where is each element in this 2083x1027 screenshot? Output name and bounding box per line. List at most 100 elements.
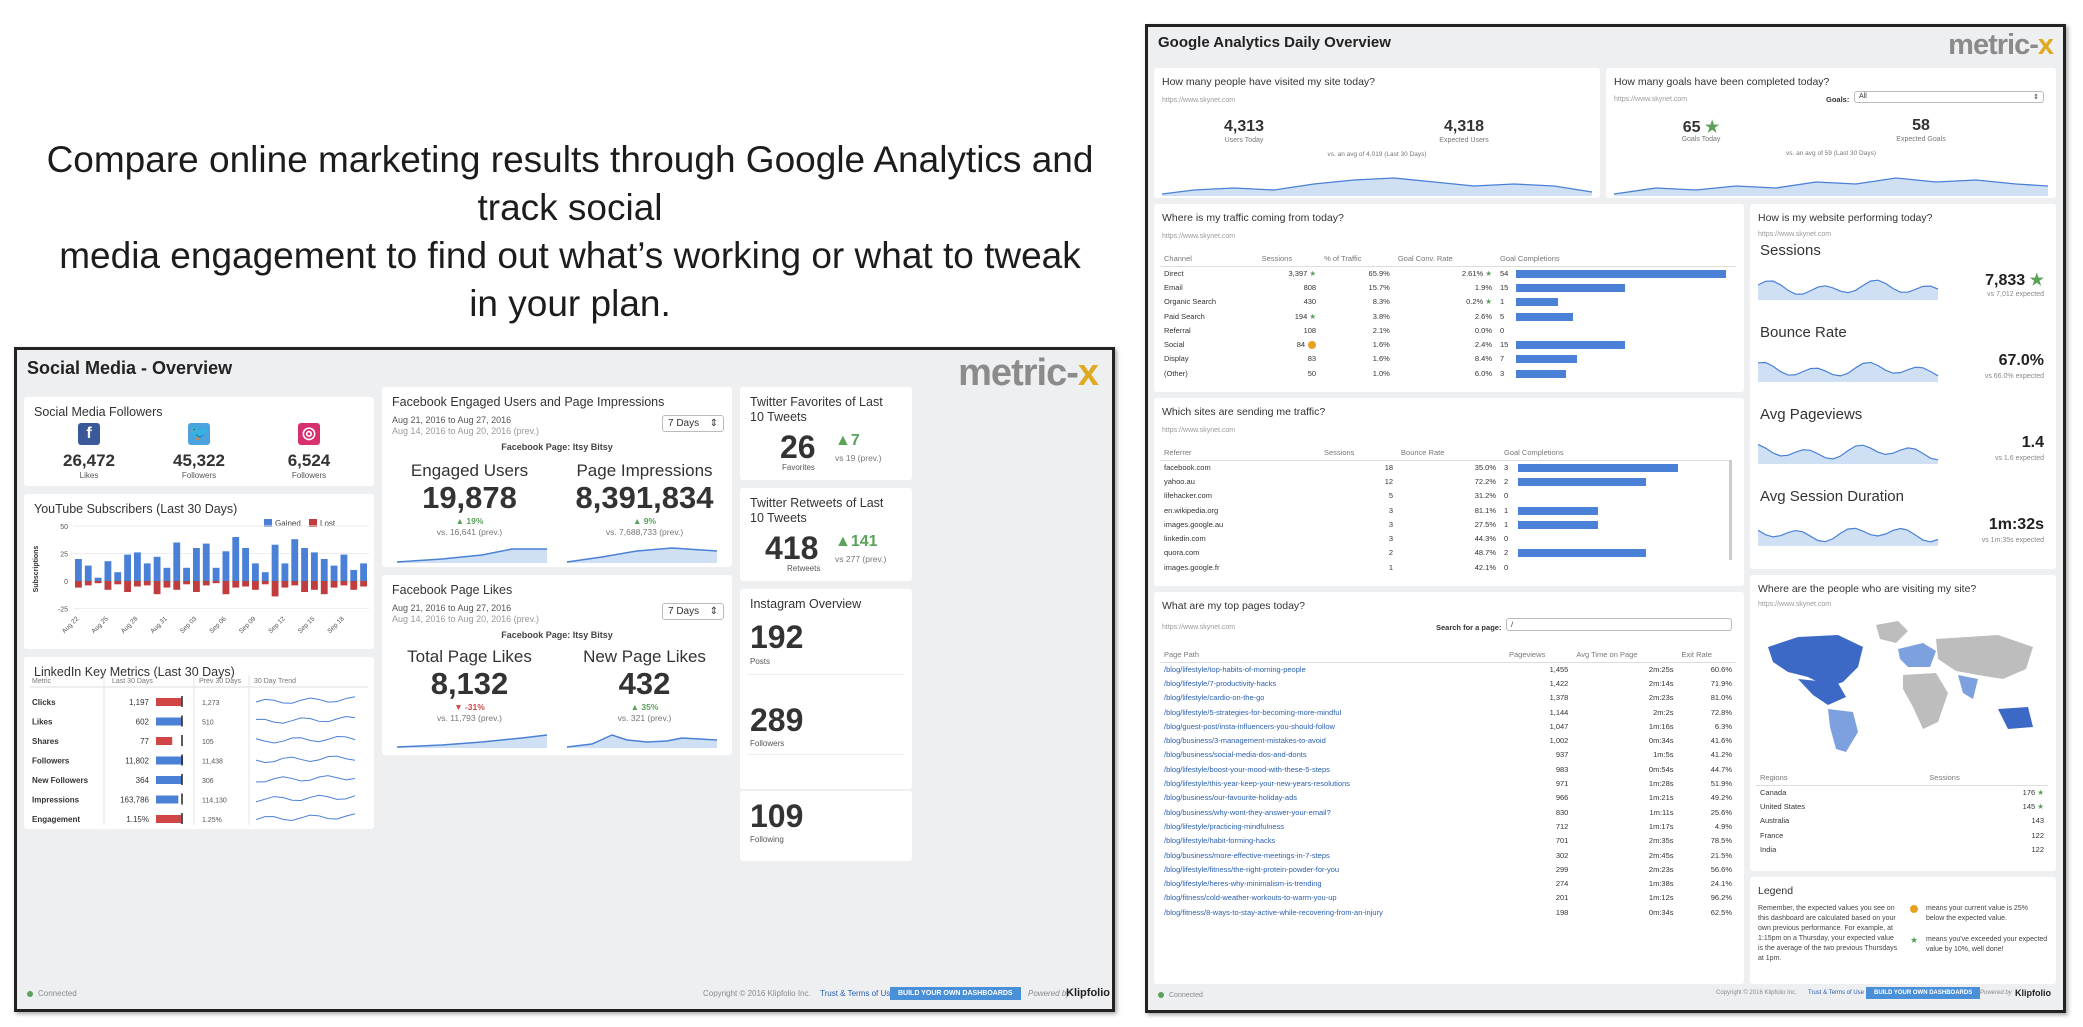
lost-bar	[252, 581, 259, 590]
column-header: Avg Time on Page	[1572, 648, 1678, 663]
period-select[interactable]: 7 Days ⇕	[662, 415, 724, 432]
terms-link[interactable]: Trust & Terms of Use	[1808, 990, 1865, 996]
lost-bar	[173, 581, 181, 590]
pageviews: 1,455	[1549, 664, 1569, 674]
sessions: 1	[1388, 562, 1394, 572]
page-path-link[interactable]: /blog/fitness/8-ways-to-stay-active-whil…	[1164, 907, 1383, 917]
lost-bar	[330, 581, 338, 588]
facebook-icon: f	[78, 423, 100, 445]
completions: 1	[1500, 297, 1505, 307]
follower-value: 26,472	[63, 451, 115, 470]
page-path-link[interactable]: /blog/guest-post/insta-influencers-you-s…	[1164, 721, 1335, 731]
page-path-link[interactable]: /blog/lifestyle/top-habits-of-morning-pe…	[1164, 664, 1306, 674]
referrers-scrollbar[interactable]	[1729, 460, 1732, 560]
page-path-link[interactable]: /blog/business/our-favourite-holiday-ads	[1164, 793, 1297, 803]
table-row: /blog/guest-post/insta-influencers-you-s…	[1160, 719, 1736, 733]
new-likes-change: ▲ 35%	[630, 702, 659, 712]
page-path-link[interactable]: /blog/lifestyle/7-productivity-hacks	[1164, 678, 1277, 688]
social-media-dashboard: Social Media - Overview metric-x Social …	[14, 347, 1115, 1012]
table-row: Likes 602 510	[32, 715, 356, 727]
table-row: Engagement 1.15% 1.25%	[32, 813, 356, 824]
exit-rate: 51.9%	[1710, 779, 1732, 789]
page-path-link[interactable]: /blog/lifestyle/5-strategies-for-becomin…	[1164, 707, 1342, 717]
pageviews: 1,378	[1549, 693, 1569, 703]
page-path-link[interactable]: /blog/lifestyle/practicing-mindfulness	[1164, 821, 1285, 831]
search-label: Search for a page:	[1436, 623, 1502, 632]
visits-card: How many people have visited my site tod…	[1154, 68, 1600, 198]
page-path-link[interactable]: /blog/business/social-media-dos-and-dont…	[1164, 750, 1307, 760]
metric-name: New Followers	[32, 776, 89, 785]
build-dashboards-button[interactable]: BUILD YOUR OWN DASHBOARDS	[1866, 987, 1981, 999]
follower-label: Followers	[291, 471, 327, 480]
metric-sparkline	[1758, 279, 1939, 300]
sessions-cell: 176 ★	[1925, 785, 2048, 799]
gained-bar	[143, 563, 151, 581]
table-row: /blog/lifestyle/7-productivity-hacks 1,42…	[1160, 676, 1736, 690]
page-path-link[interactable]: /blog/business/why-wont-they-answer-your…	[1164, 807, 1331, 817]
fb-likes-card: Facebook Page Likes Aug 21, 2016 to Aug …	[382, 575, 732, 755]
completions: 54	[1500, 268, 1509, 278]
sessions: 84	[1296, 340, 1306, 350]
column-header: Sessions	[1257, 252, 1321, 267]
page-impressions-label: Page Impressions	[576, 461, 713, 480]
sessions: 122	[2031, 830, 2044, 840]
metric-value: 1.4	[2021, 434, 2044, 451]
completions-cell: 0	[1500, 489, 1730, 503]
page-search-input[interactable]: /	[1506, 618, 1732, 631]
y-tick: 50	[60, 524, 68, 531]
goals-filter-select[interactable]: All ⇕	[1854, 91, 2044, 103]
page-path-link[interactable]: /blog/lifestyle/this-year-keep-your-new-…	[1164, 779, 1350, 789]
date-range: Aug 21, 2016 to Aug 27, 2016	[392, 603, 512, 613]
avg-time: 1m:38s	[1648, 879, 1674, 889]
avg-time: 1m:28s	[1648, 779, 1674, 789]
top-pages-table: Page Path Pageviews Avg Time on Page Exit R…	[1160, 648, 1736, 919]
traffic-pct: 2.1%	[1372, 325, 1390, 335]
referrer: yahoo.au	[1164, 476, 1195, 486]
retweets-prev: vs 277 (prev.)	[835, 554, 887, 564]
column-header: Last 30 Days	[112, 678, 153, 685]
page-path-link[interactable]: /blog/business/more-effective-meetings-i…	[1164, 850, 1330, 860]
gained-bar	[193, 548, 200, 581]
site-url: https://www.skynet.com	[1162, 97, 1236, 104]
metric-last: 77	[140, 737, 149, 746]
exit-rate: 60.6%	[1710, 664, 1732, 674]
lost-bar	[311, 581, 318, 590]
period-select[interactable]: 7 Days ⇕	[662, 603, 724, 620]
page-path-link[interactable]: /blog/lifestyle/habit-forming-hacks	[1164, 836, 1276, 846]
page-path-link[interactable]: /blog/lifestyle/fitness/the-right-protei…	[1164, 864, 1340, 874]
engaged-users-prev: vs. 16,641 (prev.)	[436, 527, 503, 537]
star-icon: ★	[1307, 311, 1317, 321]
completions-bar	[1516, 369, 1566, 378]
sparkline-area	[1758, 280, 1938, 300]
avg-time: 2m:45s	[1648, 850, 1674, 860]
build-dashboards-button[interactable]: BUILD YOUR OWN DASHBOARDS	[890, 987, 1021, 1000]
page-path-link[interactable]: /blog/lifestyle/boost-your-mood-with-the…	[1164, 764, 1330, 774]
pageviews: 966	[1555, 793, 1569, 803]
comparison-bar	[156, 776, 182, 784]
region: Canada	[1760, 787, 1787, 797]
completions-cell: 1	[1500, 517, 1730, 531]
page-path-link[interactable]: /blog/lifestyle/cardio-on-the-go	[1164, 693, 1265, 703]
bounce-rate: 27.5%	[1474, 519, 1496, 529]
table-row: lifehacker.com 5 31.2% 0	[1160, 489, 1730, 503]
page-path-link[interactable]: /blog/fitness/cold-weather-workouts-to-w…	[1164, 893, 1337, 903]
site-url: https://www.skynet.com	[1614, 96, 1688, 103]
expected-goals-label: Expected Goals	[1896, 136, 1946, 143]
facebook-page-label: Facebook Page: Itsy Bitsy	[501, 442, 613, 452]
card-title: Social Media Followers	[34, 405, 163, 419]
gained-bar	[202, 543, 210, 581]
referrer: linkedin.com	[1164, 534, 1206, 544]
exit-rate: 49.2%	[1710, 793, 1732, 803]
star-icon: ★	[1483, 297, 1492, 307]
table-row: /blog/business/3-management-mistakes-to-…	[1160, 733, 1736, 747]
legend-gained-swatch	[264, 519, 272, 527]
page-path-link[interactable]: /blog/lifestyle/heres-why-minimalism-is-…	[1164, 879, 1322, 889]
table-row: en.wikipedia.org 3 81.1% 1	[1160, 503, 1730, 517]
following-label: Following	[750, 835, 784, 844]
page-path-link[interactable]: /blog/business/3-management-mistakes-to-…	[1164, 736, 1326, 746]
exit-rate: 78.5%	[1710, 836, 1732, 846]
comparison-bar	[156, 737, 173, 745]
x-tick: Sep 12	[267, 615, 287, 635]
terms-link[interactable]: Trust & Terms of Use	[820, 989, 895, 998]
metric-prev: 510	[202, 720, 214, 727]
